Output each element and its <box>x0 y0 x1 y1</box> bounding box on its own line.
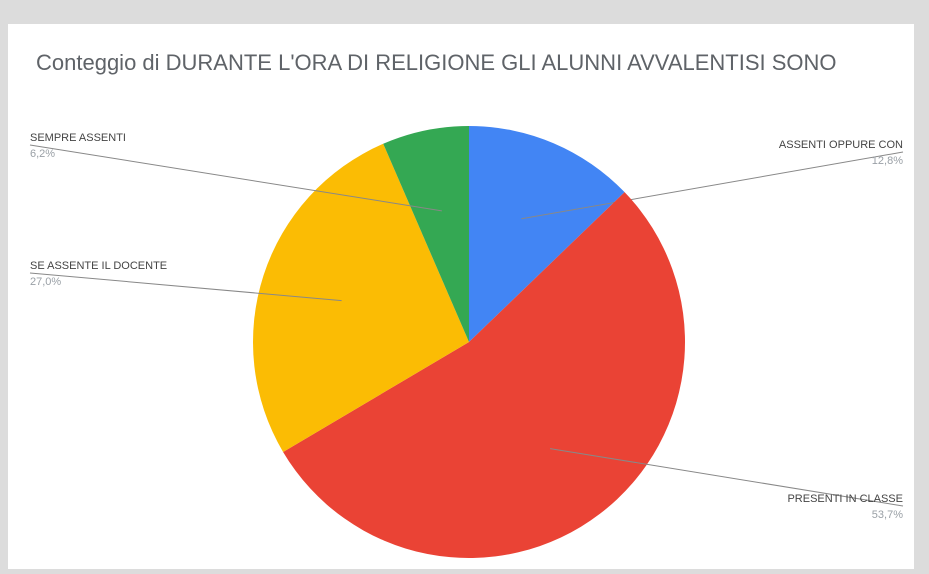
slice-percent-1: 53,7% <box>872 509 903 521</box>
pie-slice-3 <box>383 126 469 342</box>
slice-percent-0: 12,8% <box>872 155 903 167</box>
leader-line-1 <box>549 448 904 507</box>
leader-line-3 <box>29 144 442 212</box>
pie-chart: ASSENTI OPPURE CON 12,8% PRESENTI IN CLASS… <box>29 126 904 559</box>
pie-slice-1 <box>283 192 686 559</box>
pie-slice-2 <box>252 143 469 452</box>
leader-line-2 <box>29 272 342 302</box>
slice-label-2: SE ASSENTE IL DOCENTE <box>30 260 167 272</box>
slice-label-0: ASSENTI OPPURE CON <box>779 139 903 151</box>
chart-card: Conteggio di DURANTE L'ORA DI RELIGIONE … <box>8 24 914 569</box>
leader-line-0 <box>521 151 904 220</box>
slice-percent-2: 27,0% <box>30 276 61 288</box>
slice-percent-3: 6,2% <box>30 148 55 160</box>
slice-label-3: SEMPRE ASSENTI <box>30 132 126 144</box>
slice-label-1: PRESENTI IN CLASSE <box>787 493 903 505</box>
pie-slice-0 <box>469 126 625 342</box>
chart-title: Conteggio di DURANTE L'ORA DI RELIGIONE … <box>36 50 837 75</box>
